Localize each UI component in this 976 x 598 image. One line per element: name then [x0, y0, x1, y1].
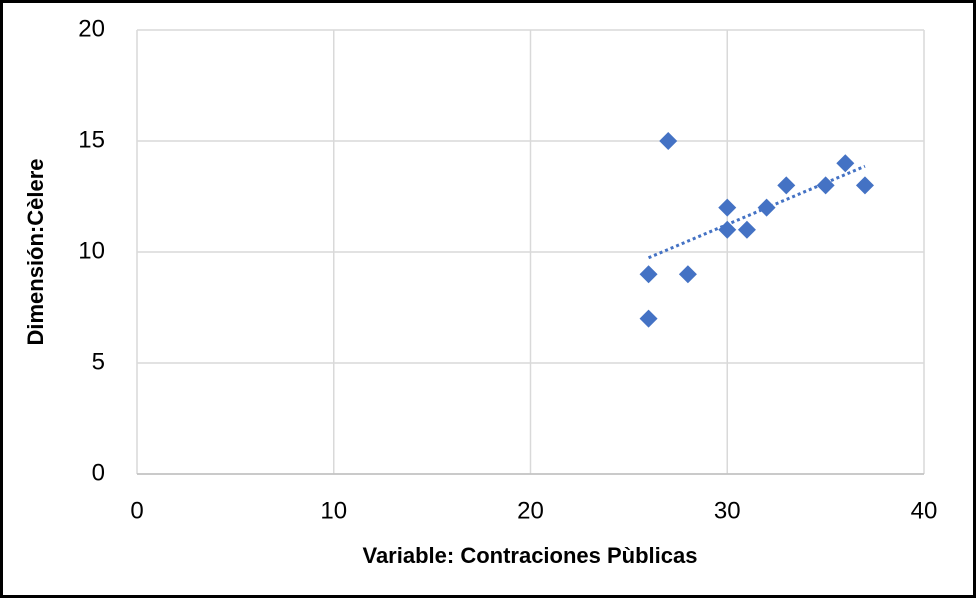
point — [816, 176, 835, 195]
point — [639, 309, 658, 328]
point — [777, 176, 796, 195]
point — [639, 265, 658, 284]
y-tick-label: 15 — [78, 126, 105, 153]
point — [718, 220, 737, 239]
point — [855, 176, 874, 195]
x-tick-label: 40 — [911, 497, 938, 524]
point — [659, 132, 678, 150]
point — [678, 265, 697, 284]
point — [718, 198, 737, 217]
point — [737, 220, 756, 239]
x-tick-label: 0 — [130, 497, 143, 524]
y-axis-title: Dimensión:Cèlere — [23, 158, 48, 345]
y-tick-label: 5 — [92, 348, 105, 375]
x-axis-title: Variable: Contraciones Pùblicas — [362, 543, 697, 568]
y-tick-label: 10 — [78, 237, 105, 264]
y-tick-label: 0 — [92, 459, 105, 486]
x-tick-label: 30 — [714, 497, 741, 524]
x-tick-label: 10 — [320, 497, 347, 524]
point — [757, 198, 776, 217]
x-tick-label: 20 — [517, 497, 544, 524]
y-tick-label: 20 — [78, 15, 105, 42]
point — [836, 154, 855, 173]
